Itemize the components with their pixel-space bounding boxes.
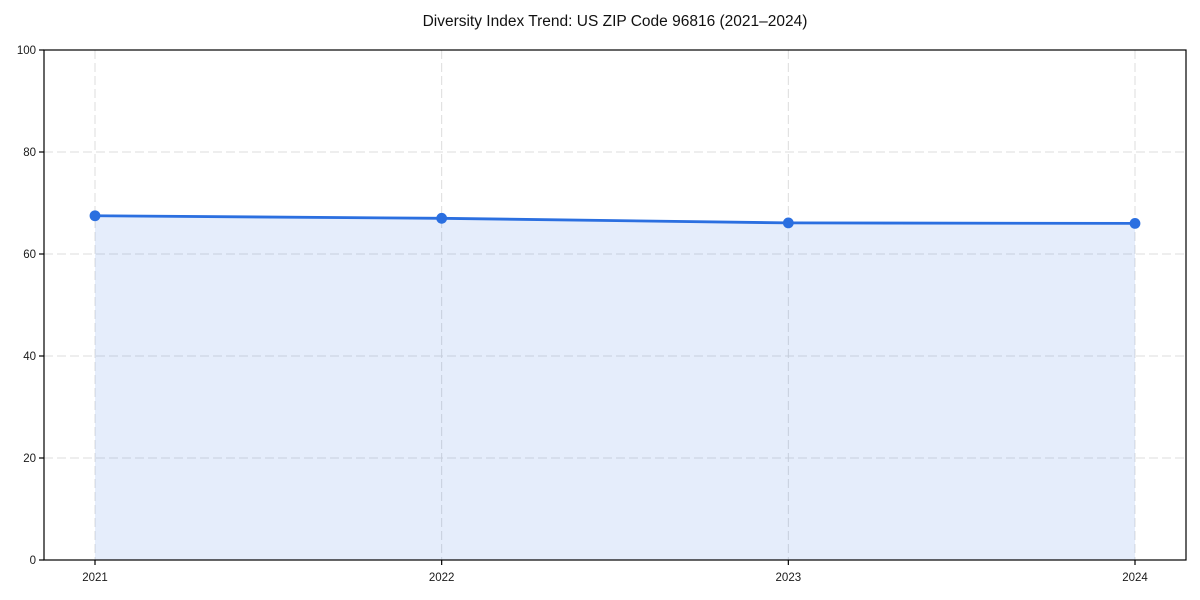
trend-line xyxy=(93,214,1137,225)
y-tick-label: 100 xyxy=(17,45,36,57)
y-tick-label: 0 xyxy=(30,555,36,567)
x-tick-label: 2024 xyxy=(1122,572,1148,584)
x-tick-label: 2022 xyxy=(429,572,455,584)
y-tick-label: 40 xyxy=(23,351,36,363)
data-point-2023 xyxy=(782,217,794,229)
y-tick-label: 80 xyxy=(23,147,36,159)
y-tick-label: 20 xyxy=(23,453,36,465)
data-point-2022 xyxy=(436,212,448,224)
plot-border xyxy=(43,49,1187,561)
x-tick-label: 2021 xyxy=(82,572,108,584)
y-tick-label: 60 xyxy=(23,249,36,261)
area-fill xyxy=(95,215,1135,560)
data-point-2021 xyxy=(89,210,101,222)
data-point-2024 xyxy=(1129,218,1141,229)
x-tick-label: 2023 xyxy=(776,572,802,584)
chart-title: Diversity Index Trend: US ZIP Code 96816… xyxy=(422,13,808,30)
